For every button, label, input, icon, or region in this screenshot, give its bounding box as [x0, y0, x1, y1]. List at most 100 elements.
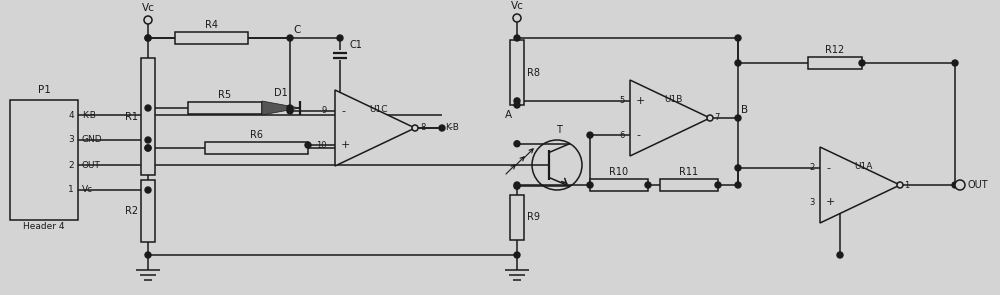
Text: Vc: Vc	[142, 3, 154, 13]
Text: 3: 3	[68, 135, 74, 145]
Text: R12: R12	[825, 45, 845, 55]
Circle shape	[514, 141, 520, 147]
Circle shape	[715, 182, 721, 188]
Polygon shape	[820, 147, 900, 223]
Text: 10: 10	[316, 141, 327, 150]
Text: -: -	[341, 106, 345, 116]
Circle shape	[514, 35, 520, 41]
Text: Header 4: Header 4	[23, 222, 65, 231]
Circle shape	[337, 35, 343, 41]
Circle shape	[287, 108, 293, 114]
Circle shape	[287, 105, 293, 111]
Circle shape	[145, 145, 151, 151]
Bar	[808, 57, 862, 69]
Text: K-B: K-B	[82, 111, 96, 119]
Text: R10: R10	[609, 167, 629, 177]
Text: R1: R1	[125, 112, 138, 122]
Bar	[205, 142, 308, 154]
Circle shape	[735, 115, 741, 121]
Circle shape	[735, 165, 741, 171]
Circle shape	[514, 182, 520, 188]
Circle shape	[955, 180, 965, 190]
Circle shape	[707, 115, 713, 121]
Text: 2: 2	[68, 160, 74, 170]
Circle shape	[145, 187, 151, 193]
Circle shape	[837, 252, 843, 258]
Bar	[660, 179, 718, 191]
Text: OUT: OUT	[968, 180, 989, 190]
Bar	[10, 100, 78, 220]
Circle shape	[952, 60, 958, 66]
Text: A: A	[505, 110, 512, 120]
Text: U1C: U1C	[369, 105, 387, 114]
Polygon shape	[335, 90, 415, 166]
Circle shape	[735, 60, 741, 66]
Bar	[141, 180, 155, 242]
Text: 1: 1	[68, 186, 74, 194]
Text: 3: 3	[810, 198, 815, 206]
Text: C: C	[293, 25, 300, 35]
Circle shape	[145, 252, 151, 258]
Bar	[188, 102, 262, 114]
Text: -: -	[826, 163, 830, 173]
Text: 2: 2	[810, 163, 815, 172]
Text: 1: 1	[904, 181, 909, 189]
Circle shape	[897, 182, 903, 188]
Circle shape	[587, 132, 593, 138]
Circle shape	[412, 125, 418, 131]
Text: U1A: U1A	[854, 162, 872, 171]
Text: 4: 4	[68, 111, 74, 119]
Text: -: -	[636, 130, 640, 140]
Bar	[510, 40, 524, 105]
Text: 9: 9	[322, 106, 327, 115]
Text: Vc: Vc	[511, 1, 523, 11]
Circle shape	[513, 14, 521, 22]
Circle shape	[859, 60, 865, 66]
Text: Vc: Vc	[82, 186, 93, 194]
Text: R5: R5	[218, 90, 232, 100]
Circle shape	[514, 183, 520, 189]
Bar	[175, 32, 248, 44]
Circle shape	[952, 182, 958, 188]
Text: U1B: U1B	[664, 95, 682, 104]
Text: +: +	[341, 140, 350, 150]
Text: R2: R2	[125, 206, 138, 216]
Text: D1: D1	[274, 88, 288, 98]
Text: R9: R9	[527, 212, 540, 222]
Circle shape	[645, 182, 651, 188]
Circle shape	[145, 145, 151, 151]
Text: K-B: K-B	[445, 124, 459, 132]
Text: +: +	[826, 197, 835, 207]
Polygon shape	[262, 101, 300, 115]
Circle shape	[587, 182, 593, 188]
Circle shape	[439, 125, 445, 131]
Text: B: B	[741, 105, 748, 115]
Circle shape	[514, 102, 520, 108]
Circle shape	[144, 16, 152, 24]
Bar	[141, 58, 155, 175]
Text: P1: P1	[38, 85, 50, 95]
Circle shape	[735, 35, 741, 41]
Circle shape	[514, 252, 520, 258]
Circle shape	[145, 35, 151, 41]
Circle shape	[305, 142, 311, 148]
Circle shape	[514, 98, 520, 104]
Bar	[590, 179, 648, 191]
Circle shape	[145, 105, 151, 111]
Text: 5: 5	[620, 96, 625, 105]
Text: R6: R6	[250, 130, 263, 140]
Text: R8: R8	[527, 68, 540, 78]
Text: R11: R11	[679, 167, 699, 177]
Circle shape	[532, 140, 582, 190]
Text: 6: 6	[620, 131, 625, 140]
Circle shape	[287, 35, 293, 41]
Circle shape	[735, 182, 741, 188]
Text: GND: GND	[82, 135, 103, 145]
Text: T: T	[556, 125, 562, 135]
Text: C1: C1	[350, 40, 363, 50]
Text: 8: 8	[420, 124, 425, 132]
Text: OUT: OUT	[82, 160, 101, 170]
Polygon shape	[630, 80, 710, 156]
Bar	[510, 195, 524, 240]
Text: +: +	[636, 96, 645, 106]
